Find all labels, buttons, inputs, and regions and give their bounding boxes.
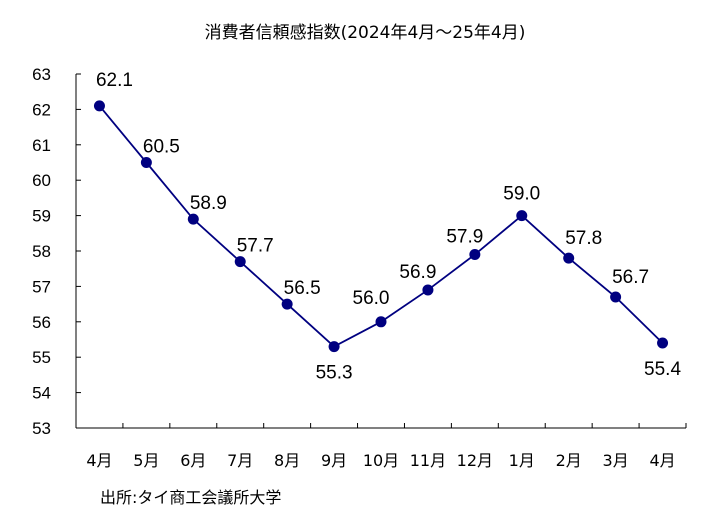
x-tick-label: 4月 [86, 451, 112, 470]
x-tick-label: 1月 [509, 451, 535, 470]
y-tick-label: 60 [32, 171, 51, 190]
x-tick-label: 2月 [556, 451, 582, 470]
data-label: 62.1 [96, 70, 133, 91]
x-tick-label: 5月 [133, 451, 159, 470]
x-tick-label: 9月 [321, 451, 347, 470]
data-point-marker [610, 291, 622, 303]
data-point-marker [234, 256, 246, 268]
y-tick-label: 55 [32, 348, 51, 367]
y-tick-label: 62 [32, 100, 51, 119]
data-label: 60.5 [143, 137, 180, 158]
data-point-marker [516, 210, 528, 222]
x-tick-label: 11月 [410, 451, 446, 470]
data-label: 59.0 [503, 184, 540, 205]
data-label: 56.0 [353, 288, 390, 309]
data-point-marker [140, 157, 152, 168]
data-label: 55.3 [316, 363, 353, 384]
x-tick-label: 7月 [227, 451, 253, 470]
data-label: 55.4 [644, 359, 681, 380]
y-tick-label: 63 [32, 65, 51, 84]
data-point-marker [281, 298, 293, 310]
y-tick-label: 57 [32, 277, 51, 296]
data-line [98, 105, 664, 348]
x-tick-label: 3月 [603, 451, 629, 470]
source-note: 出所:タイ商工会議所大学 [100, 488, 282, 507]
y-tick-label: 58 [32, 242, 51, 261]
data-label: 58.9 [190, 193, 227, 214]
y-tick-label: 59 [32, 207, 51, 226]
data-point-marker [375, 316, 387, 328]
x-tick-label: 10月 [363, 451, 399, 470]
chart-title: 消費者信頼感指数(2024年4月～25年4月) [204, 23, 526, 43]
data-point-marker [657, 337, 669, 349]
data-point-marker [187, 213, 199, 225]
data-label: 56.9 [399, 262, 436, 283]
data-point-marker [563, 252, 575, 264]
y-tick-label: 53 [32, 419, 51, 438]
data-point-marker [469, 249, 481, 261]
y-tick-label: 61 [32, 136, 51, 155]
data-label: 57.7 [237, 236, 274, 257]
data-label: 56.7 [612, 267, 649, 288]
x-tick-label: 8月 [274, 451, 300, 470]
data-point-marker [422, 284, 434, 296]
data-point-marker [93, 100, 105, 112]
y-tick-label: 56 [32, 313, 51, 332]
y-tick-label: 54 [32, 384, 51, 403]
data-point-marker [328, 341, 340, 353]
data-label: 57.9 [446, 227, 483, 248]
data-label: 56.5 [284, 278, 321, 299]
x-tick-label: 4月 [649, 451, 675, 470]
data-label: 57.8 [565, 228, 602, 249]
x-tick-label: 6月 [180, 451, 206, 470]
x-tick-label: 12月 [457, 451, 493, 470]
